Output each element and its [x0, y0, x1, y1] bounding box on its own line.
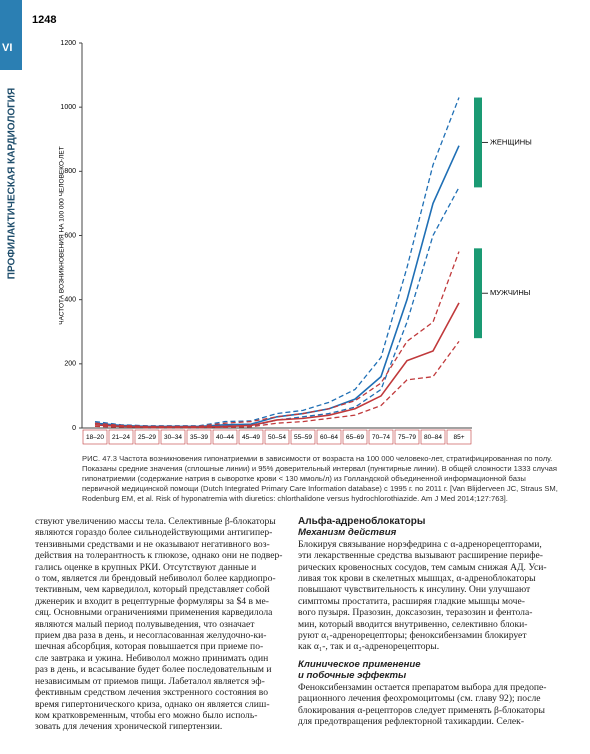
mean-line — [94, 145, 460, 428]
text-line: Блокируя связывание норэфедрина с α-адре… — [298, 538, 542, 550]
text-line: шечная абсорбция, которая повышается при… — [35, 641, 264, 653]
text-line: прием два раза в день, и несогласованная… — [35, 630, 267, 642]
x-tick-box — [238, 429, 264, 445]
x-tick-label: 70–74 — [372, 434, 390, 441]
x-tick-box — [446, 429, 472, 445]
y-tick-label: 0 — [72, 425, 76, 432]
right-column: Альфа-адреноблокаторы Механизм действия … — [298, 516, 547, 727]
x-tick-label: 40–44 — [216, 434, 234, 441]
text-line: рационного лечения феохромоцитомы (см. г… — [298, 693, 541, 705]
annotation: ЖЕНЩИНЫ — [490, 137, 532, 146]
text-line: ствуют увеличению массы тела. Селективны… — [35, 516, 276, 527]
text-line: дженерик и входит в рецептурные формуляр… — [35, 595, 269, 607]
text-line: тективным, чем карведилол, который предс… — [35, 584, 270, 596]
text-line: как α₁-, так и α₂-адренорецепторы. — [298, 641, 440, 653]
y-tick-label: 600 — [64, 232, 76, 239]
text-line: повышают чувствительность к инсулину. Он… — [298, 584, 531, 596]
chart: 0 200 400 600 800 1000 1200 ЧАСТОТА ВОЗНИКНОВЕН… — [59, 40, 532, 445]
text-line: Клиническое применение — [298, 658, 421, 670]
page-number: 1248 — [32, 14, 57, 26]
ci-line — [94, 251, 460, 428]
text-line: блокирования α-рецепторов следует примен… — [298, 704, 545, 716]
y-tick-label: 1000 — [60, 104, 76, 111]
text-line: ливая ток крови в скелетных мышцах, α-ад… — [298, 573, 536, 585]
text-line: мин, который вводится внутривенно, селек… — [298, 618, 528, 630]
text-line: и побочные эффекты — [298, 670, 407, 682]
text-line: тензивными средствами и не оказывают нег… — [35, 538, 270, 550]
text-line: действия на толерантность к глюкозе, одн… — [35, 550, 283, 562]
bracket — [474, 97, 482, 188]
x-tick-box — [160, 429, 186, 445]
x-tick-label: 85+ — [453, 434, 464, 441]
x-tick-label: 18–20 — [86, 434, 104, 441]
text-line: независимым от приемов пищи. Лабеталол я… — [35, 675, 265, 687]
text-line: Феноксибензамин остается препаратом выбо… — [298, 681, 547, 693]
text-line: ком кратковременным, чтобы его можно был… — [35, 709, 258, 721]
y-tick-label: 800 — [64, 168, 76, 175]
x-tick-box — [368, 429, 394, 445]
x-tick-box — [264, 429, 290, 445]
y-axis-title: ЧАСТОТА ВОЗНИКНОВЕНИЯ НА 100 000 ЧЕЛОВЕК… — [59, 146, 66, 325]
x-tick-box — [394, 429, 420, 445]
x-tick-box — [316, 429, 342, 445]
x-tick-box — [186, 429, 212, 445]
x-tick-box — [290, 429, 316, 445]
x-tick-box — [420, 429, 446, 445]
x-tick-box — [82, 429, 108, 445]
figure-caption: РИС. 47.3 Частота возникновения гипонатр… — [82, 454, 558, 503]
x-tick-box — [108, 429, 134, 445]
x-tick-label: 80–84 — [424, 434, 442, 441]
text-line: эти лекарственные средства вызывают расш… — [298, 550, 543, 562]
x-tick-label: 35–39 — [190, 434, 208, 441]
mean-line — [94, 302, 460, 428]
heading: Альфа-адреноблокаторы — [298, 516, 426, 527]
text-line: фективным средством лечения экстренного … — [35, 687, 269, 699]
text-line: время гипертонического криза, однако он … — [35, 698, 270, 710]
text-line: о том, является ли брендовый небиволол б… — [35, 573, 276, 585]
y-tick-label: 400 — [64, 297, 76, 304]
text-line: сле завтрака и ужина. Небиволол можно пр… — [35, 652, 269, 664]
annotation: МУЖЧИНЫ — [490, 288, 531, 297]
x-tick-box — [134, 429, 160, 445]
x-tick-label: 65–69 — [346, 434, 364, 441]
bracket — [474, 248, 482, 339]
x-tick-label: 50–54 — [268, 434, 286, 441]
section-tab — [0, 0, 22, 70]
y-tick-label: 1200 — [60, 40, 76, 47]
ci-line — [94, 340, 460, 429]
text-line: являются малый период полувыведения, что… — [35, 618, 255, 630]
x-tick-box — [212, 429, 238, 445]
text-line: руют α₁-адренорецепторы; феноксибензамин… — [298, 630, 527, 642]
text-line: для предотвращения рефлекторной тахикард… — [298, 715, 525, 727]
x-tick-label: 75–79 — [398, 434, 416, 441]
x-tick-label: 60–64 — [320, 434, 338, 441]
y-tick-label: 200 — [64, 361, 76, 368]
text-line: симптомы простатита, расширяя гладкие мы… — [298, 595, 525, 607]
x-tick-label: 30–34 — [164, 434, 182, 441]
text-line: вого пузыря. Празозин, доксазозин, тераз… — [298, 607, 533, 619]
text-line: являются гораздо более сильнодействующим… — [35, 527, 273, 539]
x-tick-box — [342, 429, 368, 445]
x-tick-label: 45–49 — [242, 434, 260, 441]
left-column: ствуют увеличению массы тела. Селективны… — [35, 516, 283, 733]
text-line: гались оценке в крупных РКИ. Отсутствуют… — [35, 561, 257, 573]
x-tick-label: 21–24 — [112, 434, 130, 441]
subheading: Механизм действия — [298, 527, 397, 539]
text-line: рических кровеносных сосудов, тем самым … — [298, 561, 547, 573]
text-line: зовать для лечения хронической гипертенз… — [35, 721, 223, 733]
text-line: сяц. Основными ограничениями применения … — [35, 607, 273, 619]
ci-line — [94, 97, 460, 427]
text-line: раз в день, и всасывание будет более пос… — [35, 664, 272, 676]
section-number: VI — [2, 42, 13, 54]
x-tick-label: 55–59 — [294, 434, 312, 441]
x-tick-label: 25–29 — [138, 434, 156, 441]
